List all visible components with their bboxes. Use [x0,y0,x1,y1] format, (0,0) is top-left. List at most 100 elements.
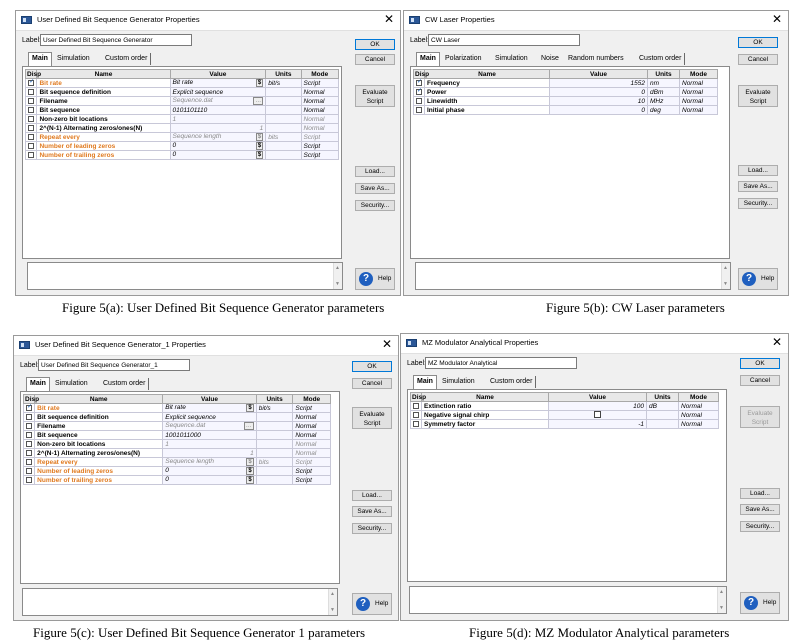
help-button[interactable]: ? Help [352,593,392,615]
table-row[interactable]: Filename … Sequence.dat Normal [24,96,340,106]
param-value[interactable]: 1 [169,123,267,133]
browse-icon[interactable]: … [243,422,254,430]
tab-main[interactable]: Main [413,375,437,389]
label-input[interactable] [428,34,580,46]
param-value-cell[interactable]: $0 [162,466,257,476]
scrollbar[interactable]: ▲ ▼ [333,263,342,289]
ok-button[interactable]: OK [740,358,780,369]
script-icon[interactable]: $ [246,467,254,475]
param-value[interactable]: Explicit sequence [162,412,257,422]
table-row[interactable]: Bit rate $ Bit rate bit/s Script [22,403,331,413]
scroll-up-icon[interactable]: ▲ [719,589,724,595]
load-button[interactable]: Load... [355,166,395,177]
table-row[interactable]: Number of leading zeros $0 Script [24,141,340,151]
tab-polarization[interactable]: Polarization [445,55,482,62]
scroll-up-icon[interactable]: ▲ [330,591,335,597]
tab-custom-order[interactable]: Custom order [100,378,150,390]
table-row[interactable]: Extinction ratio 100 dB Normal [410,401,719,411]
table-row[interactable]: Bit sequence 0101101110 Normal [24,105,340,115]
disp-checkbox[interactable] [22,439,36,449]
scrollbar[interactable]: ▲ ▼ [717,587,726,613]
disp-checkbox[interactable] [24,132,38,142]
disp-checkbox[interactable] [410,401,422,411]
disp-checkbox[interactable] [22,448,36,458]
tab-random-numbers[interactable]: Random numbers [568,55,624,62]
scroll-down-icon[interactable]: ▼ [330,607,335,613]
script-icon[interactable]: $ [246,458,254,466]
close-icon[interactable]: ✕ [771,335,782,349]
evaluate-script-button[interactable]: Evaluate Script [738,85,778,107]
scrollbar[interactable]: ▲ ▼ [328,589,337,615]
cancel-button[interactable]: Cancel [740,375,780,386]
load-button[interactable]: Load... [352,490,392,501]
param-value-cell[interactable]: $0 [169,150,267,160]
disp-checkbox[interactable] [413,78,425,88]
tab-custom-order[interactable]: Custom order [487,376,537,388]
disp-checkbox[interactable] [24,141,38,151]
disp-checkbox[interactable] [22,475,36,485]
table-row[interactable]: Linewidth 10 MHz Normal [413,96,718,106]
close-icon[interactable]: ✕ [771,12,782,26]
param-value-cell[interactable]: $0 [169,141,267,151]
param-value[interactable]: 1 [162,439,257,449]
label-input[interactable] [425,357,577,369]
param-value-cell[interactable]: $ Sequence length [162,457,257,467]
tab-main[interactable]: Main [416,52,440,66]
disp-checkbox[interactable] [410,419,422,429]
disp-checkbox[interactable] [24,105,38,115]
disp-checkbox[interactable] [24,150,38,160]
load-button[interactable]: Load... [738,165,778,176]
chirp-checkbox[interactable] [594,411,601,419]
label-input[interactable] [40,34,192,46]
help-button[interactable]: ? Help [355,268,395,290]
param-value-cell[interactable]: … Sequence.dat [162,421,257,431]
table-row[interactable]: Repeat every $ Sequence length bits Scrip… [22,457,331,467]
scroll-down-icon[interactable]: ▼ [719,605,724,611]
cancel-button[interactable]: Cancel [738,54,778,65]
table-row[interactable]: 2^(N-1) Alternating zeros/ones(N) 1 Norm… [22,448,331,458]
tab-main[interactable]: Main [26,377,50,391]
disp-checkbox[interactable] [22,412,36,422]
disp-checkbox[interactable] [24,96,38,106]
scrollbar[interactable]: ▲ ▼ [721,263,730,289]
table-row[interactable]: Bit rate $ Bit rate bit/s Script [24,78,340,88]
save-as-button[interactable]: Save As... [352,506,392,517]
script-icon[interactable]: $ [255,151,264,159]
param-value[interactable]: 1 [162,448,257,458]
disp-checkbox[interactable] [413,105,425,115]
script-icon[interactable]: $ [246,476,254,484]
table-row[interactable]: Bit sequence definition Explicit sequenc… [24,87,340,97]
param-value[interactable]: 0 [549,105,648,115]
table-row[interactable]: 2^(N-1) Alternating zeros/ones(N) 1 Norm… [24,123,340,133]
cancel-button[interactable]: Cancel [355,54,395,65]
param-value[interactable]: Explicit sequence [169,87,267,97]
param-value[interactable]: 0101101110 [169,105,267,115]
param-value[interactable]: 1 [169,114,267,124]
save-as-button[interactable]: Save As... [355,183,395,194]
param-value-cell[interactable]: … Sequence.dat [169,96,267,106]
disp-checkbox[interactable] [22,457,36,467]
param-value[interactable]: 10 [549,96,648,106]
tab-simulation[interactable]: Simulation [442,378,475,385]
tab-main[interactable]: Main [28,52,52,66]
param-value[interactable]: 0 [549,87,648,97]
cancel-button[interactable]: Cancel [352,378,392,389]
help-button[interactable]: ? Help [740,592,780,614]
script-icon[interactable]: $ [246,404,254,412]
disp-checkbox[interactable] [413,96,425,106]
description-box[interactable]: ▲ ▼ [22,588,338,616]
table-row[interactable]: Repeat every $ Sequence length bits Scrip… [24,132,340,142]
tab-noise[interactable]: Noise [541,55,559,62]
evaluate-script-button[interactable]: Evaluate Script [352,407,392,429]
tab-custom-order[interactable]: Custom order [636,53,686,65]
scroll-up-icon[interactable]: ▲ [723,265,728,271]
param-value-cell[interactable]: $ Sequence length [169,132,267,142]
table-row[interactable]: Non-zero bit locations 1 Normal [22,439,331,449]
param-value[interactable]: 1001011000 [162,430,257,440]
table-row[interactable]: Power 0 dBm Normal [413,87,718,97]
scroll-down-icon[interactable]: ▼ [723,281,728,287]
disp-checkbox[interactable] [22,466,36,476]
param-value-cell[interactable] [548,410,647,420]
security-button[interactable]: Security... [352,523,392,534]
table-row[interactable]: Bit sequence definition Explicit sequenc… [22,412,331,422]
